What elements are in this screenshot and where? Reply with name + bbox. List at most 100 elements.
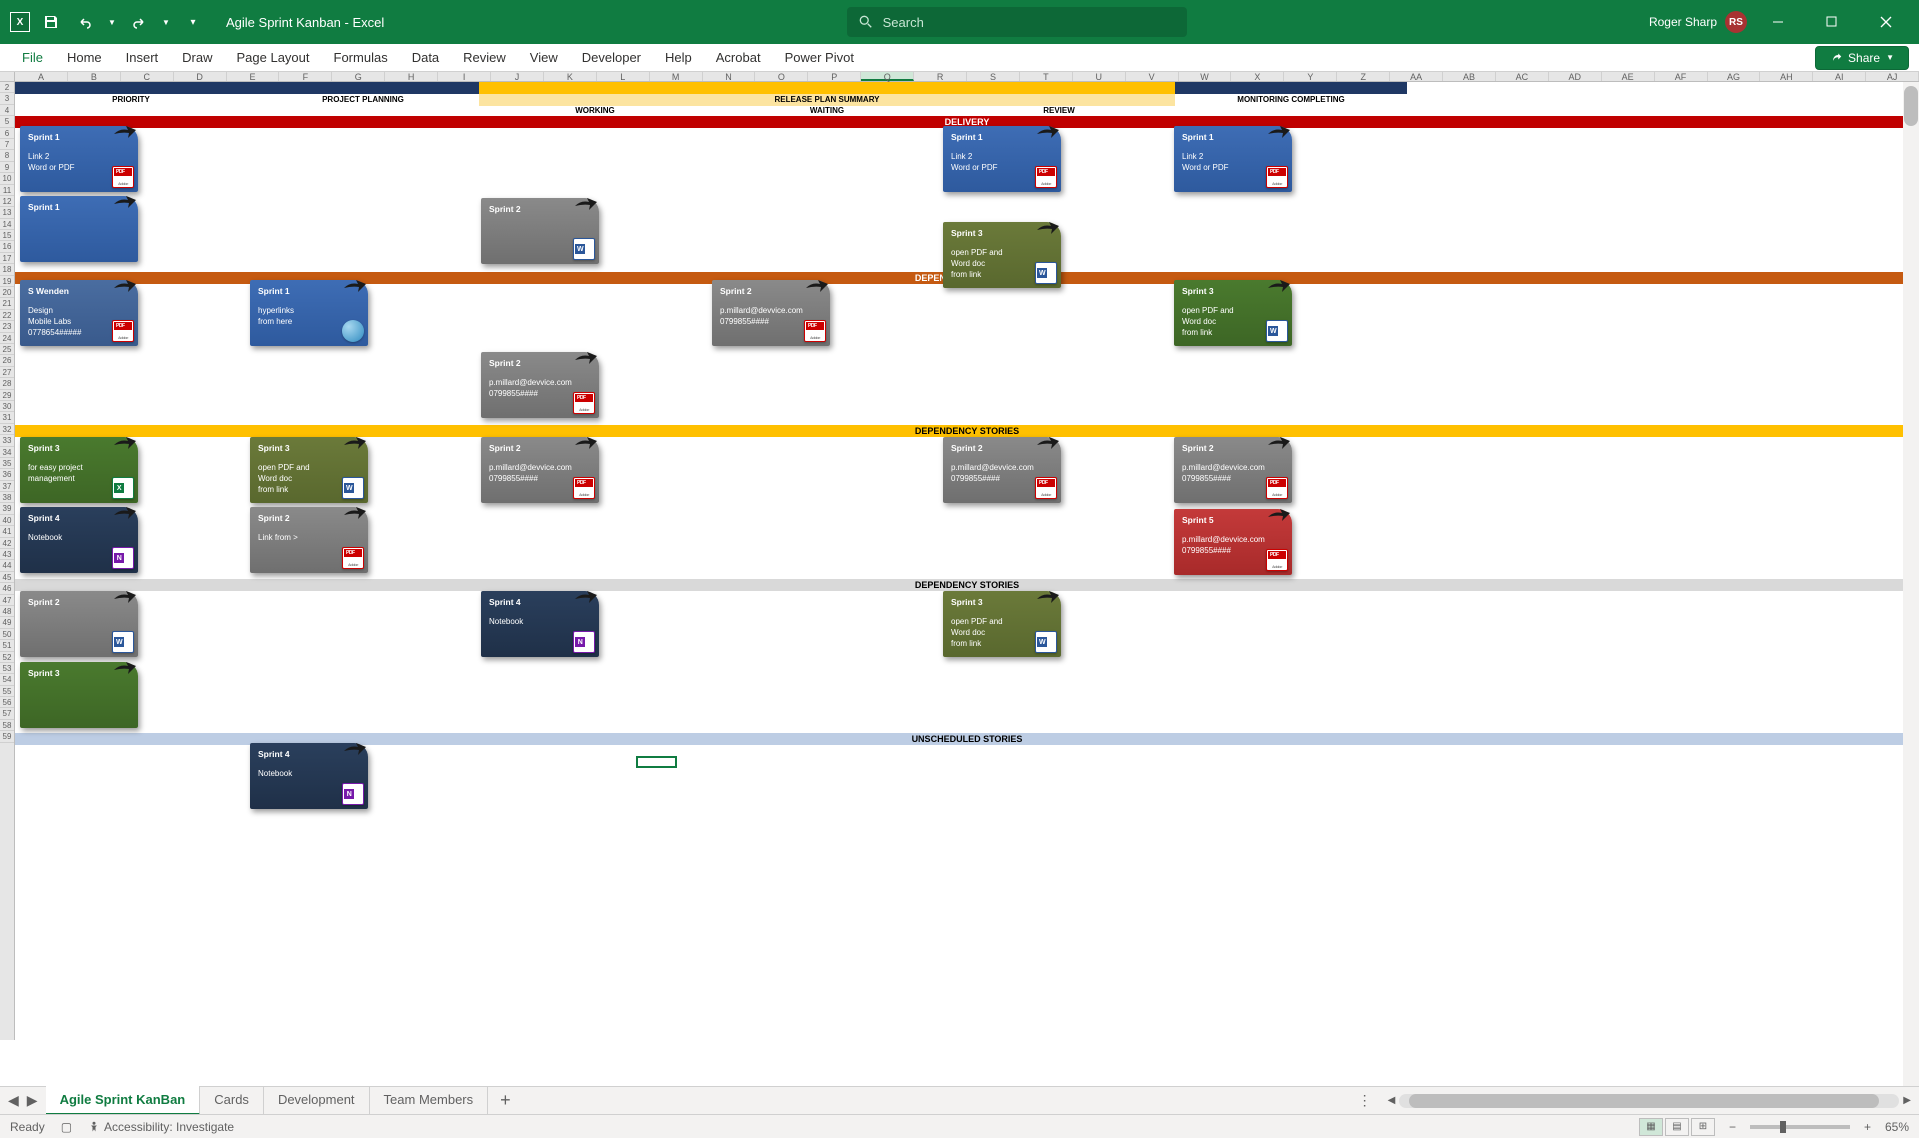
row-header-10[interactable]: 10 [0, 173, 14, 184]
col-header-R[interactable]: R [914, 72, 967, 81]
row-header-12[interactable]: 12 [0, 196, 14, 207]
row-header-38[interactable]: 38 [0, 492, 14, 503]
ribbon-tab-page-layout[interactable]: Page Layout [225, 44, 322, 72]
col-header-AE[interactable]: AE [1602, 72, 1655, 81]
row-header-46[interactable]: 46 [0, 583, 14, 594]
kanban-card-c1[interactable]: Sprint 1Link 2Word or PDF [20, 126, 138, 192]
kanban-card-e5[interactable]: Sprint 2p.millard@devvice.com0799855#### [1174, 437, 1292, 503]
row-header-52[interactable]: 52 [0, 652, 14, 663]
save-button[interactable] [38, 9, 64, 35]
row-header-42[interactable]: 42 [0, 538, 14, 549]
row-header-19[interactable]: 19 [0, 276, 14, 287]
vertical-scrollbar[interactable] [1903, 82, 1919, 1086]
row-header-7[interactable]: 7 [0, 139, 14, 150]
close-button[interactable] [1863, 0, 1909, 44]
kanban-card-g1[interactable]: Sprint 4Notebook [250, 743, 368, 809]
row-header-27[interactable]: 27 [0, 367, 14, 378]
row-header-28[interactable]: 28 [0, 378, 14, 389]
ribbon-tab-view[interactable]: View [518, 44, 570, 72]
share-button[interactable]: Share ▼ [1815, 46, 1909, 70]
kanban-card-d3[interactable]: Sprint 2p.millard@devvice.com0799855#### [712, 280, 830, 346]
row-header-23[interactable]: 23 [0, 321, 14, 332]
undo-dropdown[interactable]: ▼ [106, 9, 118, 35]
kanban-card-e3[interactable]: Sprint 2p.millard@devvice.com0799855#### [481, 437, 599, 503]
kanban-card-d5[interactable]: Sprint 2p.millard@devvice.com0799855#### [481, 352, 599, 418]
sheet-tab-development[interactable]: Development [264, 1086, 370, 1115]
row-header-51[interactable]: 51 [0, 640, 14, 651]
row-header-13[interactable]: 13 [0, 207, 14, 218]
col-header-F[interactable]: F [279, 72, 332, 81]
undo-button[interactable] [72, 9, 98, 35]
ribbon-tab-insert[interactable]: Insert [114, 44, 171, 72]
col-header-AF[interactable]: AF [1655, 72, 1708, 81]
row-header-18[interactable]: 18 [0, 264, 14, 275]
row-header-53[interactable]: 53 [0, 663, 14, 674]
sheet-tab-agile-sprint-kanban[interactable]: Agile Sprint KanBan [46, 1086, 201, 1115]
col-header-AI[interactable]: AI [1813, 72, 1866, 81]
row-header-54[interactable]: 54 [0, 674, 14, 685]
col-header-V[interactable]: V [1126, 72, 1179, 81]
col-header-A[interactable]: A [15, 72, 68, 81]
row-header-59[interactable]: 59 [0, 731, 14, 742]
row-header-39[interactable]: 39 [0, 503, 14, 514]
hscroll-right[interactable]: ▶ [1903, 1095, 1911, 1106]
row-header-14[interactable]: 14 [0, 219, 14, 230]
kanban-card-c6[interactable]: Sprint 2 [481, 198, 599, 264]
row-header-15[interactable]: 15 [0, 230, 14, 241]
col-header-X[interactable]: X [1231, 72, 1284, 81]
user-avatar[interactable]: RS [1725, 11, 1747, 33]
ribbon-tab-power-pivot[interactable]: Power Pivot [773, 44, 866, 72]
row-header-36[interactable]: 36 [0, 469, 14, 480]
kanban-card-f3[interactable]: Sprint 3open PDF andWord docfrom link [943, 591, 1061, 657]
macro-icon[interactable]: ▢ [61, 1120, 72, 1134]
col-header-K[interactable]: K [544, 72, 597, 81]
qat-customize[interactable]: ▾ [180, 9, 206, 35]
view-page-break[interactable]: ⊞ [1691, 1118, 1715, 1136]
kanban-card-d1[interactable]: S WendenDesignMobile Labs0778654##### [20, 280, 138, 346]
ribbon-tab-review[interactable]: Review [451, 44, 518, 72]
kanban-card-e4[interactable]: Sprint 2p.millard@devvice.com0799855#### [943, 437, 1061, 503]
row-header-22[interactable]: 22 [0, 310, 14, 321]
kanban-card-c5[interactable]: Sprint 1Link 2Word or PDF [1174, 126, 1292, 192]
col-header-M[interactable]: M [650, 72, 703, 81]
kanban-card-e6[interactable]: Sprint 4Notebook [20, 507, 138, 573]
col-header-AC[interactable]: AC [1496, 72, 1549, 81]
row-header-33[interactable]: 33 [0, 435, 14, 446]
kanban-card-f4[interactable]: Sprint 3 [20, 662, 138, 728]
row-header-2[interactable]: 2 [0, 82, 14, 93]
col-header-AA[interactable]: AA [1390, 72, 1443, 81]
ribbon-tab-acrobat[interactable]: Acrobat [704, 44, 773, 72]
row-header-43[interactable]: 43 [0, 549, 14, 560]
row-header-44[interactable]: 44 [0, 560, 14, 571]
col-header-H[interactable]: H [385, 72, 438, 81]
row-header-40[interactable]: 40 [0, 515, 14, 526]
col-header-Y[interactable]: Y [1284, 72, 1337, 81]
row-header-35[interactable]: 35 [0, 458, 14, 469]
view-normal[interactable]: ▦ [1639, 1118, 1663, 1136]
kanban-card-c4[interactable]: Sprint 1Link 2Word or PDF [943, 126, 1061, 192]
row-header-26[interactable]: 26 [0, 355, 14, 366]
row-header-37[interactable]: 37 [0, 481, 14, 492]
hscroll-left[interactable]: ◀ [1388, 1095, 1396, 1106]
kanban-card-d2[interactable]: Sprint 1hyperlinksfrom here [250, 280, 368, 346]
minimize-button[interactable] [1755, 0, 1801, 44]
row-header-6[interactable]: 6 [0, 128, 14, 139]
row-header-3[interactable]: 3 [0, 93, 14, 104]
sheet-tab-cards[interactable]: Cards [200, 1086, 264, 1115]
row-header-55[interactable]: 55 [0, 686, 14, 697]
col-header-U[interactable]: U [1073, 72, 1126, 81]
row-header-5[interactable]: 5 [0, 116, 14, 127]
kanban-card-e7[interactable]: Sprint 2Link from > [250, 507, 368, 573]
col-header-Z[interactable]: Z [1337, 72, 1390, 81]
col-header-W[interactable]: W [1179, 72, 1232, 81]
ribbon-tab-data[interactable]: Data [400, 44, 451, 72]
kanban-card-e2[interactable]: Sprint 3open PDF andWord docfrom link [250, 437, 368, 503]
row-header-24[interactable]: 24 [0, 333, 14, 344]
row-header-49[interactable]: 49 [0, 617, 14, 628]
hscroll-thumb[interactable] [1409, 1094, 1879, 1108]
spreadsheet-grid[interactable]: PRIORITY PROJECT PLANNING RELEASE PLAN S… [15, 82, 1919, 1040]
row-header-34[interactable]: 34 [0, 447, 14, 458]
row-header-16[interactable]: 16 [0, 241, 14, 252]
zoom-in[interactable]: + [1864, 1120, 1871, 1134]
horizontal-scrollbar[interactable] [1399, 1094, 1899, 1108]
